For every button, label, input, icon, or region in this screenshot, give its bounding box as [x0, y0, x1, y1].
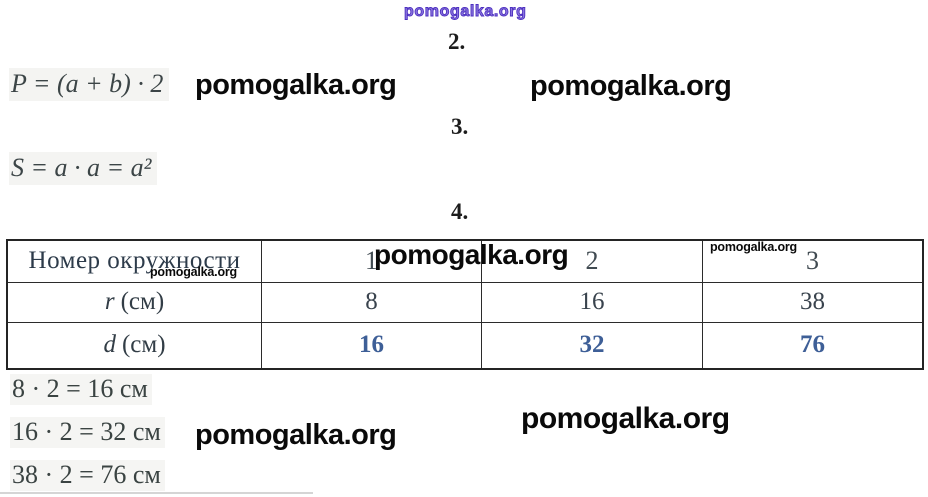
diameter-unit: (см): [121, 331, 166, 359]
diameter-value-1: 16: [261, 321, 482, 370]
watermark-table-header: pomogalka.org: [374, 239, 569, 270]
diameter-value-3: 76: [702, 321, 924, 370]
clipped-table-border: [0, 492, 313, 494]
perimeter-formula: P = (a + b) · 2: [9, 68, 170, 101]
radius-unit: (см): [120, 288, 165, 315]
diameter-value-2: 32: [481, 321, 703, 370]
radius-row: r (см) 8 16 38: [6, 281, 924, 323]
radius-label: r (см): [105, 288, 164, 315]
diameter-row-header: d (см): [6, 321, 262, 370]
area-formula: S = a · a = a²: [9, 152, 158, 185]
watermark-small-header-cell: pomogalka.org: [150, 265, 237, 279]
radius-value-3: 38: [702, 281, 924, 323]
diameter-variable: d: [103, 331, 116, 359]
watermark-bottom-right: pomogalka.org: [521, 402, 730, 435]
watermark-mid-left: pomogalka.org: [195, 69, 397, 101]
diameter-label: d (см): [103, 331, 165, 358]
watermark-small-column-3: pomogalka.org: [710, 240, 797, 254]
column-header-2: 2: [481, 239, 703, 283]
item-number-2: 2.: [448, 29, 466, 54]
watermark-top: pomogalka.org: [404, 3, 527, 21]
circle-number-label: Номер окружности: [28, 247, 241, 275]
watermark-mid-right: pomogalka.org: [530, 70, 732, 102]
radius-variable: r: [104, 288, 115, 315]
item-number-3: 3.: [451, 114, 469, 139]
equation-radius-3: 38 · 2 = 76 см: [10, 460, 165, 491]
diameter-row: d (см) 16 32 76: [6, 321, 924, 370]
radius-value-1: 8: [261, 281, 482, 323]
header-cell-circle-number: Номер окружности: [6, 239, 262, 283]
item-number-4: 4.: [451, 199, 469, 224]
table-header-row: Номер окружности 1 2 3: [6, 239, 924, 283]
circles-table: Номер окружности 1 2 3 r (см) 8 16 38 d (с…: [6, 239, 924, 370]
radius-row-header: r (см): [6, 281, 262, 323]
equation-radius-1: 8 · 2 = 16 см: [10, 374, 152, 405]
equation-radius-2: 16 · 2 = 32 см: [10, 417, 165, 448]
radius-value-2: 16: [481, 281, 703, 323]
column-header-1: 1: [261, 239, 482, 283]
watermark-bottom-left: pomogalka.org: [195, 419, 397, 451]
